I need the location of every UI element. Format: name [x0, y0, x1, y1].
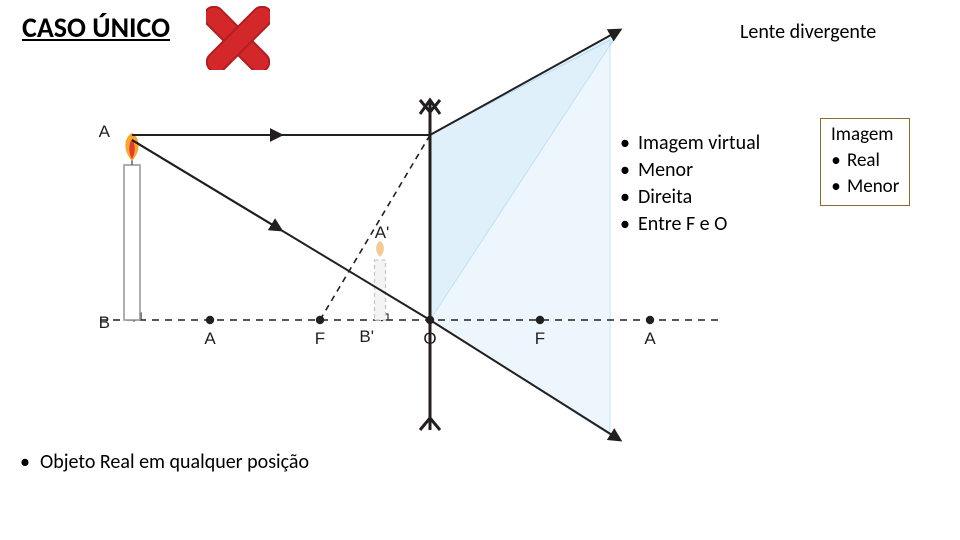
subtitle-lens-type: Lente divergente: [740, 20, 876, 44]
box-heading: Imagem: [831, 123, 899, 146]
svg-text:A: A: [204, 329, 216, 348]
page-title: CASO ÚNICO: [22, 10, 170, 45]
svg-text:F: F: [535, 329, 545, 348]
svg-text:A: A: [644, 329, 656, 348]
optics-diagram: A A' B B' O F F A A: [100, 95, 780, 435]
x-mark-icon: [206, 6, 270, 70]
svg-text:B: B: [99, 313, 110, 332]
box-item: Real: [847, 148, 880, 174]
svg-text:F: F: [315, 329, 325, 348]
svg-text:A': A': [375, 223, 390, 242]
svg-text:O: O: [423, 329, 436, 348]
footer-note-text: Objeto Real em qualquer posição: [40, 450, 309, 474]
box-item: Menor: [847, 174, 899, 200]
footer-note: •Objeto Real em qualquer posição: [20, 450, 309, 474]
svg-text:B': B': [359, 327, 374, 346]
image-alt-box: Imagem •Real •Menor: [820, 118, 910, 206]
svg-text:A: A: [99, 122, 111, 141]
